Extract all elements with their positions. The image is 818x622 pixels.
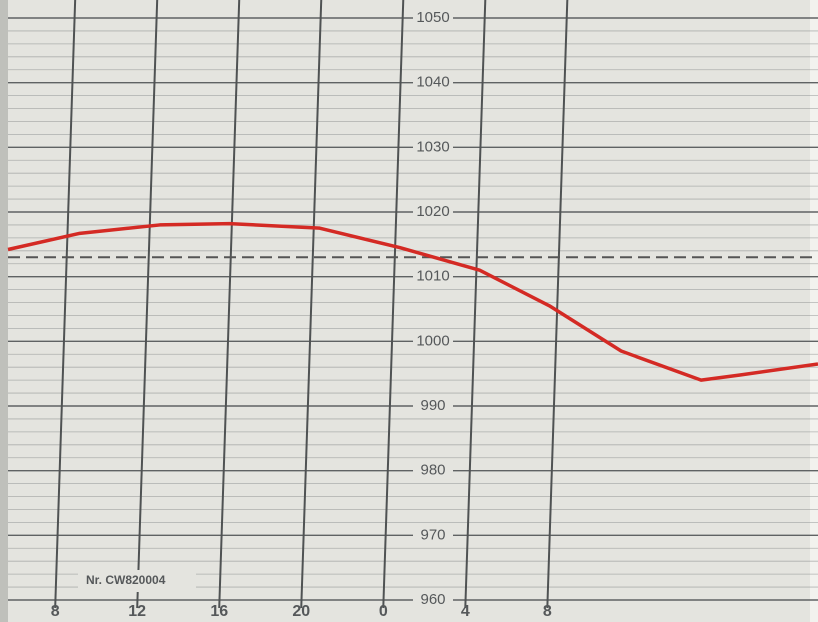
y-tick-label: 1000 (416, 332, 449, 349)
y-tick-label: 1010 (416, 268, 449, 285)
chart-note: Nr. CW820004 (86, 573, 166, 587)
y-tick-label: 970 (420, 526, 445, 543)
x-tick-label: 8 (543, 603, 552, 620)
x-tick-label: 16 (210, 603, 228, 620)
chart-paper (0, 0, 818, 622)
y-tick-label: 1030 (416, 138, 449, 155)
x-tick-label: 0 (379, 603, 388, 620)
y-tick-label: 1050 (416, 9, 449, 26)
chart: 960 970 980 990 1000 1010 1020 1030 1040 1050 8 12 1… (0, 0, 818, 622)
x-tick-label: 20 (292, 603, 310, 620)
x-tick-label: 8 (51, 603, 60, 620)
page: {"chart_data": {"type": "line", "note": … (0, 0, 818, 622)
x-tick-label: 12 (128, 603, 146, 620)
y-tick-label: 980 (420, 462, 445, 479)
paper-edge (0, 0, 8, 622)
paper-edge (810, 0, 818, 622)
y-tick-label: 990 (420, 397, 445, 414)
y-tick-label: 1020 (416, 203, 449, 220)
y-tick-label: 1040 (416, 74, 449, 91)
x-tick-label: 4 (461, 603, 470, 620)
y-tick-label: 960 (420, 591, 445, 608)
